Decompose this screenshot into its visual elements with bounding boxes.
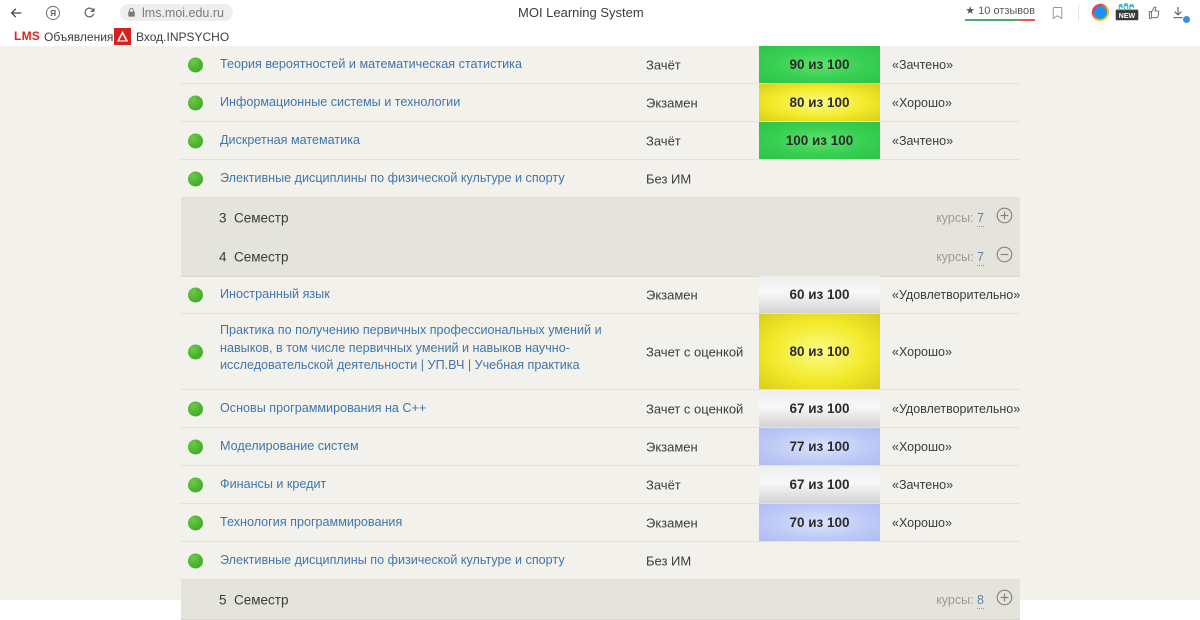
svg-text:Я: Я — [50, 8, 56, 18]
svg-text:NEW: NEW — [1119, 13, 1136, 20]
